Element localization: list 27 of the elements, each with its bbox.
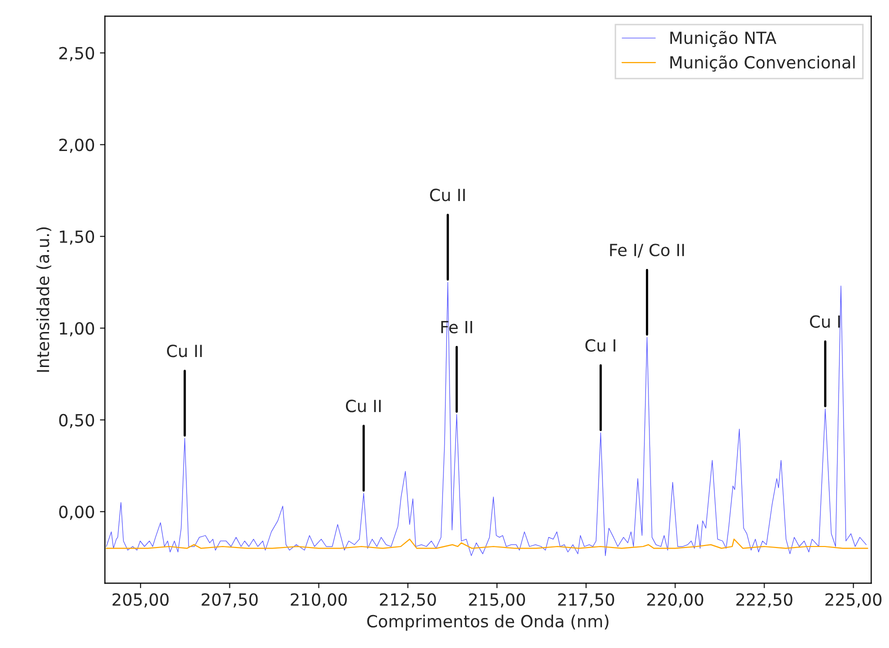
legend-label: Munição NTA: [670, 30, 776, 48]
annotation: Cu II: [430, 188, 465, 202]
x-tick-label: 205,00: [112, 593, 169, 608]
annotation: Cu I: [585, 339, 616, 352]
x-tick-label: 215,00: [469, 593, 526, 608]
x-tick-label: 222,50: [736, 593, 792, 608]
x-tick-label: 225,00: [825, 593, 882, 608]
y-tick-label: 2,50: [59, 46, 94, 62]
y-tick-label: 1,50: [60, 230, 94, 245]
annotation: Cu II: [346, 400, 381, 412]
y-tick-label: 0,00: [59, 506, 94, 520]
x-tick-label: 207,50: [202, 593, 258, 608]
line-series: [106, 538, 868, 549]
legend-label: Munição Convencional: [670, 55, 855, 72]
line-series: [106, 282, 867, 556]
y-tick-label: 0,50: [59, 414, 94, 428]
annotation: Cu I: [810, 315, 840, 328]
y-axis-title: Intensidade (a.u.): [36, 227, 52, 372]
x-tick-label: 210,00: [290, 593, 347, 608]
y-tick-label: 2,00: [59, 138, 94, 153]
x-tick-label: 220,00: [647, 593, 704, 608]
x-axis-title: Comprimentos de Onda (nm): [367, 614, 608, 631]
x-tick-label: 217,50: [558, 593, 614, 608]
y-tick-label: 1,00: [60, 322, 94, 336]
annotation: Cu II: [167, 344, 202, 358]
annotation: Fe I/ Co II: [610, 244, 684, 258]
x-tick-label: 212,50: [380, 593, 436, 608]
